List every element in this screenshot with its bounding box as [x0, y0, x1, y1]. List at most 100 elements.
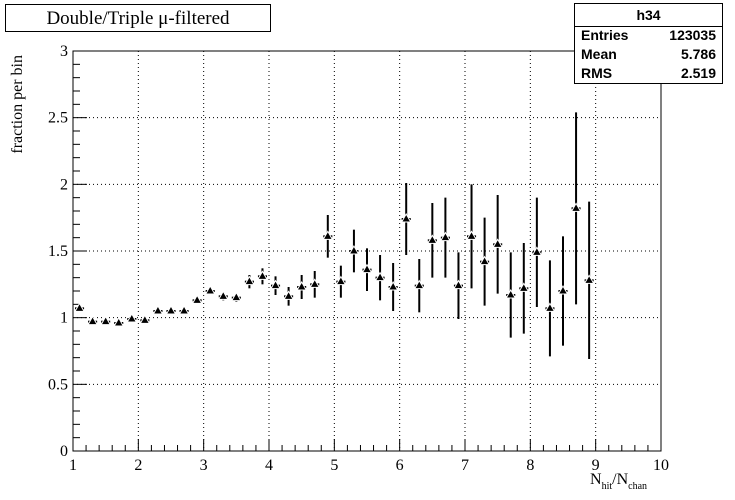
x-tick-label: 5	[330, 457, 338, 474]
triangle-marker	[453, 279, 464, 290]
triangle-marker	[492, 238, 504, 248]
triangle-marker	[230, 291, 242, 302]
data-point	[518, 243, 530, 334]
triangle-marker	[126, 312, 138, 323]
legend-title-box: Double/Triple μ-filtered	[5, 4, 271, 32]
data-point	[204, 284, 216, 295]
data-point	[152, 304, 164, 315]
x-axis-label: Nhit/Nchan	[590, 471, 647, 492]
data-point	[230, 291, 242, 302]
axis-ticks	[72, 50, 662, 452]
triangle-marker	[217, 290, 229, 300]
data-point	[139, 314, 151, 324]
y-tick-label: 3	[60, 43, 68, 60]
data-point	[309, 271, 321, 298]
triangle-marker	[296, 280, 308, 291]
data-point	[413, 259, 425, 313]
data-point	[74, 302, 85, 312]
x-axis-label-sub-hit: hit	[602, 481, 613, 492]
triangle-marker	[283, 290, 294, 300]
triangle-marker	[139, 314, 151, 324]
triangle-marker	[191, 294, 203, 304]
triangle-marker	[87, 315, 98, 326]
tick-labels: 1 2 3 4 5 6 7 8 9 10 0 0.5 1 1.5 2 2.5 3	[48, 43, 669, 474]
triangle-marker	[152, 304, 164, 315]
triangle-marker	[557, 284, 569, 295]
triangle-marker	[426, 234, 438, 244]
data-point	[374, 255, 386, 301]
data-point	[100, 315, 112, 326]
stats-row-rms: RMS 2.519	[581, 65, 716, 83]
data-point	[283, 287, 294, 306]
y-axis-label: fraction per bin	[9, 55, 26, 154]
data-point	[387, 263, 399, 311]
x-tick-label: 3	[200, 457, 208, 474]
data-point	[335, 265, 347, 298]
data-point	[191, 294, 203, 304]
triangle-marker	[335, 275, 347, 286]
data-point	[531, 197, 543, 307]
triangle-marker	[466, 230, 477, 240]
triangle-marker	[505, 288, 517, 299]
data-point	[165, 304, 177, 315]
y-tick-label: 2	[60, 176, 68, 193]
grid	[73, 51, 661, 451]
x-tick-label: 4	[265, 457, 273, 474]
data-point	[583, 201, 595, 359]
y-tick-label: 1	[60, 310, 68, 327]
stats-value: 123035	[669, 27, 716, 43]
triangle-marker	[113, 316, 125, 327]
triangle-marker	[570, 202, 582, 212]
data-point	[178, 304, 190, 315]
x-tick-label: 6	[396, 457, 404, 474]
stats-divider	[575, 26, 722, 27]
triangle-marker	[257, 270, 268, 280]
stats-row-mean: Mean 5.786	[581, 46, 716, 64]
triangle-marker	[270, 279, 281, 290]
triangle-marker	[100, 315, 112, 326]
triangle-marker	[479, 255, 490, 266]
triangle-marker	[583, 274, 595, 284]
x-axis-label-main: N	[590, 471, 602, 488]
data-point	[466, 184, 477, 289]
triangle-marker	[387, 280, 399, 291]
data-point	[113, 316, 125, 327]
data-point	[544, 260, 556, 357]
stats-key: Entries	[581, 27, 629, 43]
data-point	[296, 275, 308, 299]
x-tick-label: 10	[653, 457, 669, 474]
x-axis-label-sub-chan: chan	[628, 481, 647, 492]
triangle-marker	[322, 230, 334, 240]
x-tick-label: 1	[69, 457, 77, 474]
triangle-marker	[361, 263, 373, 274]
data-point	[257, 268, 268, 285]
data-point	[505, 252, 517, 338]
data-point	[217, 290, 229, 301]
data-points	[74, 112, 595, 359]
triangle-marker	[165, 304, 177, 315]
data-point	[426, 203, 438, 278]
data-point	[400, 183, 412, 255]
x-axis-label-separator: /N	[612, 471, 628, 488]
legend-title: Double/Triple μ-filtered	[46, 8, 230, 29]
triangle-marker	[531, 246, 543, 256]
triangle-marker	[518, 282, 530, 292]
triangle-marker	[400, 212, 412, 223]
data-point	[244, 275, 255, 289]
data-point	[570, 112, 582, 305]
stats-key: Mean	[581, 46, 617, 62]
data-point	[348, 229, 360, 273]
triangle-marker	[413, 279, 425, 290]
data-point	[440, 197, 451, 278]
data-point	[492, 195, 504, 294]
stats-value: 2.519	[680, 65, 716, 81]
data-point	[557, 236, 569, 346]
stats-histogram-name: h34	[636, 7, 661, 23]
data-point	[270, 276, 281, 295]
data-point	[361, 248, 373, 291]
stats-value: 5.786	[680, 46, 716, 62]
data-point	[126, 312, 138, 323]
triangle-marker	[348, 244, 360, 255]
stats-box: h34 Entries 123035 Mean 5.786 RMS 2.519	[574, 3, 723, 84]
y-tick-label: 0.5	[48, 376, 68, 393]
